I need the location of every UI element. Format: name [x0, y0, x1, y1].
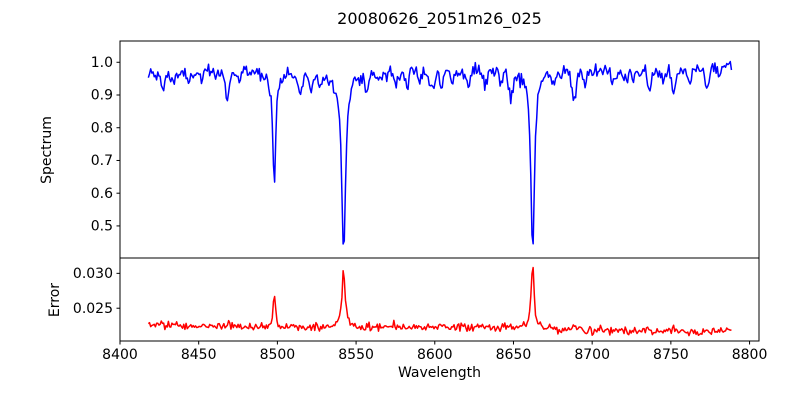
x-axis-label: Wavelength — [397, 365, 482, 381]
error-curve — [147, 266, 732, 337]
spectrum-y-tick-label: 1.0 — [91, 55, 113, 71]
x-tick-label: 8650 — [496, 347, 532, 363]
spectrum-y-tick-label: 0.6 — [91, 186, 113, 202]
x-tick-label: 8550 — [338, 347, 374, 363]
x-tick-label: 8700 — [574, 347, 610, 363]
error-y-tick-label: 0.030 — [73, 266, 113, 282]
spectrum-curve — [147, 60, 733, 245]
x-tick-label: 8500 — [260, 347, 296, 363]
x-tick-label: 8450 — [181, 347, 217, 363]
spectrum-y-tick-label: 0.9 — [91, 88, 113, 104]
spectrum-y-tick-label: 0.5 — [91, 219, 113, 235]
error-y-tick-label: 0.025 — [73, 301, 113, 317]
x-tick-label: 8600 — [417, 347, 453, 363]
chart-title: 20080626_2051m26_025 — [337, 9, 542, 28]
error-y-axis-label: Error — [47, 282, 63, 318]
x-tick-label: 8800 — [732, 347, 768, 363]
spectrum-y-axis-label: Spectrum — [39, 116, 55, 184]
x-tick-label: 8750 — [653, 347, 689, 363]
spectrum-y-tick-label: 0.7 — [91, 153, 113, 169]
error-axes-frame — [119, 257, 760, 342]
spectrum-y-tick-label: 0.8 — [91, 120, 113, 136]
x-tick-label: 8400 — [102, 347, 138, 363]
